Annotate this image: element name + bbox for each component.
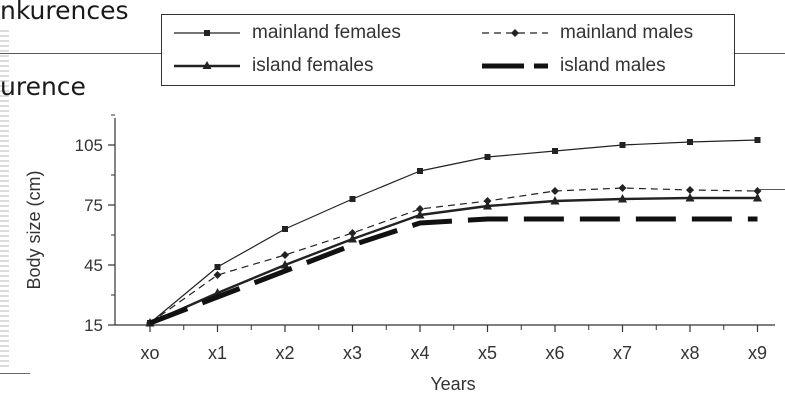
data-point-mainland-females-x8	[687, 139, 693, 145]
data-point-island-males-xo	[150, 323, 151, 324]
data-point-island-males-x1	[217, 297, 218, 298]
data-point-island-males-x4	[420, 223, 421, 224]
data-point-mainland-females-x6	[552, 148, 558, 154]
data-point-mainland-females-x9	[754, 137, 761, 143]
data-point-mainland-males-x6	[551, 187, 559, 195]
x-tick-label: x6	[545, 343, 564, 363]
data-point-island-females-x9	[753, 193, 762, 202]
data-point-island-males-x9	[757, 219, 758, 220]
y-tick-label: 45	[84, 256, 103, 275]
data-point-island-males-x8	[690, 219, 691, 220]
background-text-top: nkurences	[0, 0, 129, 25]
data-point-island-males-x5	[487, 219, 488, 220]
data-point-island-females-x3	[348, 234, 357, 243]
x-tick-label: xo	[140, 343, 159, 363]
chart-legend: mainland females mainland males island f…	[161, 14, 735, 86]
blue-rule-right	[760, 189, 785, 190]
legend-swatch-island-males	[482, 63, 548, 69]
legend-entry-mainland-males: mainland males	[480, 18, 693, 48]
x-tick-label: x3	[343, 343, 362, 363]
data-point-mainland-females-x1	[214, 264, 221, 270]
data-point-island-females-x6	[550, 196, 560, 205]
background-text-middle: urence	[0, 72, 86, 101]
x-tick-label: x8	[680, 343, 699, 363]
series-line-island-males	[149, 216, 758, 326]
y-tick-label: 15	[84, 316, 103, 335]
data-point-island-males-x3	[352, 245, 353, 246]
legend-entry-island-females: island females	[172, 51, 373, 81]
data-point-mainland-males-x2	[281, 251, 289, 259]
data-point-island-females-x2	[280, 260, 290, 269]
legend-entry-island-males: island males	[480, 51, 666, 81]
data-point-island-females-x7	[618, 194, 627, 203]
x-tick-label: x4	[410, 343, 429, 363]
data-point-mainland-males-x7	[618, 184, 627, 192]
y-tick-label: 75	[84, 196, 103, 215]
data-point-island-males-x2	[285, 271, 286, 272]
legend-swatch-mainland-females	[174, 30, 240, 36]
data-point-mainland-females-x7	[619, 142, 626, 148]
data-point-island-females-x4	[415, 210, 425, 219]
series-line-mainland-males	[149, 187, 758, 324]
series-line-island-females	[149, 196, 758, 325]
data-point-island-females-x8	[685, 193, 695, 202]
x-axis-label: Years	[430, 374, 475, 394]
x-tick-label: x9	[748, 343, 767, 363]
data-point-mainland-males-x1	[213, 271, 222, 279]
data-point-island-males-x7	[622, 219, 623, 220]
x-tick-label: x5	[478, 343, 497, 363]
red-underline-mark	[0, 373, 30, 374]
y-axis-label: Body size (cm)	[24, 170, 44, 289]
data-point-mainland-males-x3	[348, 229, 357, 237]
y-tick-label: 105	[75, 136, 103, 155]
data-point-mainland-females-x4	[417, 168, 423, 174]
series-lines	[145, 137, 762, 327]
legend-label-mainland-males: mainland males	[560, 22, 694, 43]
data-point-island-females-x5	[483, 201, 492, 210]
page-edge-stripe	[0, 30, 9, 370]
x-tick-label: x2	[275, 343, 294, 363]
axes: 15 45 75 105 xo x1 x2 x3 x4 x5 x6 x7 x8 x9	[75, 114, 775, 363]
series-line-mainland-females	[149, 139, 758, 324]
legend-label-island-females: island females	[252, 55, 374, 76]
data-point-island-males-x6	[555, 219, 556, 220]
x-tick-label: x7	[613, 343, 632, 363]
data-point-mainland-males-x8	[686, 186, 694, 194]
legend-swatch-mainland-males	[482, 29, 548, 37]
data-point-mainland-males-x4	[416, 205, 424, 213]
data-point-mainland-males-x9	[753, 187, 762, 195]
legend-label-mainland-females: mainland females	[252, 22, 401, 43]
data-point-mainland-females-x3	[349, 196, 356, 202]
x-tick-label: x1	[208, 343, 227, 363]
legend-label-island-males: island males	[560, 55, 666, 76]
data-point-mainland-females-x5	[484, 154, 491, 160]
legend-swatch-island-females	[174, 61, 240, 69]
data-point-mainland-females-x2	[282, 226, 288, 232]
legend-entry-mainland-females: mainland females	[172, 18, 401, 48]
